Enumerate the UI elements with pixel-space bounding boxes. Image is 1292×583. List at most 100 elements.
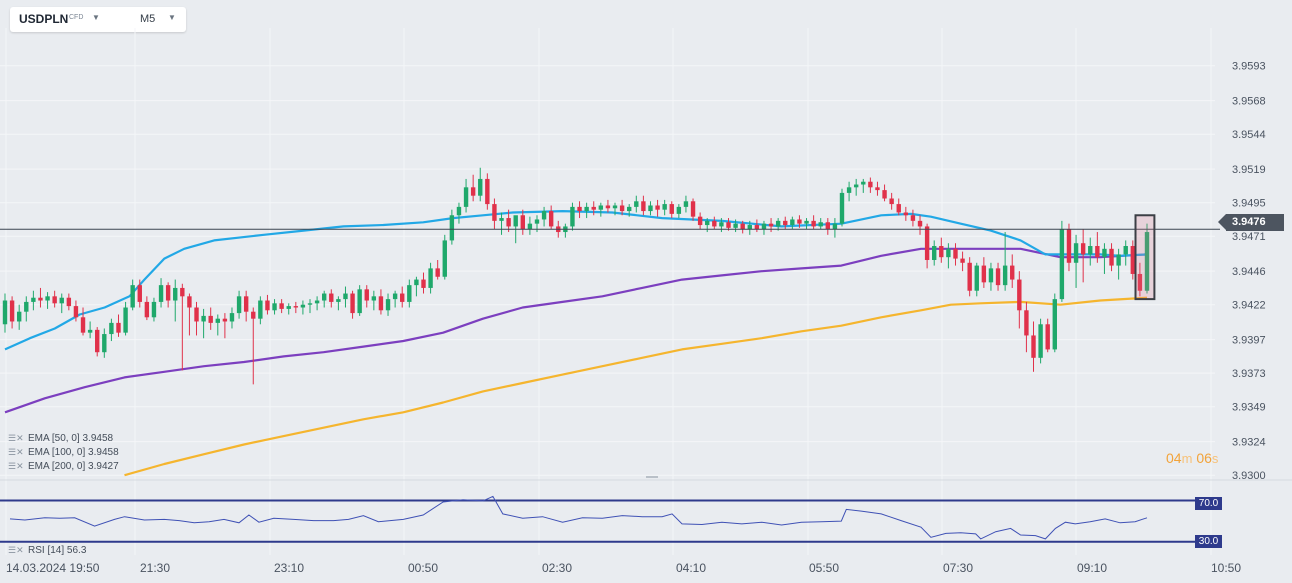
candle [605, 199, 611, 213]
candle [449, 209, 455, 245]
candle-body [825, 222, 831, 230]
candle-body [116, 322, 121, 333]
candle [123, 301, 128, 336]
candle-body [832, 223, 838, 230]
candle-body [307, 303, 313, 305]
candle [527, 216, 533, 235]
symbol-chevron-down-icon[interactable]: ▼ [92, 13, 100, 22]
candle-body [392, 293, 398, 300]
candle-body [470, 187, 476, 196]
candle-body [953, 248, 958, 259]
time-tick-label: 02:30 [542, 561, 572, 575]
candle [797, 215, 802, 228]
candle [357, 285, 362, 316]
candle-body [229, 313, 235, 322]
candle-body [1144, 232, 1150, 291]
candle-body [73, 306, 79, 318]
candle-body [343, 293, 348, 300]
candle-body [1024, 310, 1029, 336]
rsi-level-70-label: 70.0 [1195, 497, 1222, 510]
indicator-settings-icon[interactable]: ☰✕ [8, 545, 24, 555]
indicator-legend-rsi: ☰✕ RSI [14] 56.3 [8, 545, 86, 556]
symbol-name[interactable]: USDPLN [19, 12, 69, 26]
candle-body [215, 318, 220, 323]
candle [988, 262, 994, 291]
candle [407, 279, 412, 308]
candle [740, 220, 745, 234]
candle [421, 272, 426, 294]
candle [641, 195, 646, 216]
candle [577, 201, 582, 219]
candle [953, 243, 958, 266]
indicator-value: 3.9458 [88, 447, 119, 458]
candle-body [648, 205, 653, 212]
candle [690, 198, 696, 221]
candle [761, 220, 767, 235]
candle-body [286, 306, 291, 309]
candle [1024, 301, 1029, 353]
indicator-params: [14] [47, 545, 65, 556]
candle-body [591, 206, 596, 210]
candle-body [38, 297, 43, 301]
candle [236, 290, 242, 319]
candle-body [790, 219, 795, 226]
candle [414, 276, 419, 297]
candle [272, 299, 277, 315]
candle-body [662, 204, 667, 210]
candle [279, 299, 284, 314]
price-tick-label: 3.9471 [1232, 231, 1266, 243]
candle [52, 290, 57, 308]
candle-body [1031, 335, 1036, 358]
indicator-params: [50, 0] [51, 433, 80, 444]
candle [839, 188, 845, 227]
candle [939, 237, 944, 263]
candle-body [1130, 246, 1136, 274]
timeframe-selector[interactable]: M5 [140, 13, 156, 25]
candle-body [1017, 279, 1022, 311]
timeframe-chevron-down-icon[interactable]: ▼ [168, 13, 176, 22]
candle-body [80, 317, 86, 333]
candle-body [66, 297, 72, 307]
candle [747, 220, 752, 235]
indicator-legend-ema50: ☰✕ EMA [50, 0] 3.9458 [8, 433, 113, 444]
candle [87, 321, 93, 339]
candle [733, 219, 738, 233]
candle-body [329, 293, 334, 302]
candle [208, 307, 213, 330]
candle [371, 290, 377, 311]
candle [974, 262, 979, 297]
time-tick-label: 00:50 [408, 561, 438, 575]
candle-body [158, 285, 164, 302]
candle-body [1002, 265, 1008, 286]
time-tick-label: 05:50 [809, 561, 839, 575]
candle-body [818, 222, 823, 227]
candle-body [619, 205, 625, 212]
candle-body [917, 220, 923, 227]
candle [1088, 237, 1093, 266]
price-tick-label: 3.9519 [1232, 164, 1266, 176]
candle [1073, 234, 1079, 288]
candle [1066, 223, 1072, 272]
ema-200-series [124, 296, 1148, 477]
candle-body [960, 258, 965, 263]
candle [350, 290, 355, 319]
candle-body [492, 204, 497, 221]
candle [102, 328, 107, 358]
highlight-box [1134, 214, 1156, 301]
candle-body [1080, 243, 1086, 255]
indicator-settings-icon[interactable]: ☰✕ [8, 447, 24, 457]
price-tick-label: 3.9568 [1232, 96, 1266, 108]
candle-body [456, 206, 462, 216]
candle [343, 286, 348, 308]
candle [1109, 243, 1114, 272]
candle-body [1123, 246, 1128, 255]
candle-body [988, 268, 994, 283]
indicator-name: EMA [28, 461, 50, 472]
indicator-settings-icon[interactable]: ☰✕ [8, 433, 24, 443]
candle [116, 314, 121, 337]
candle [655, 199, 660, 217]
candle [364, 285, 369, 308]
indicator-settings-icon[interactable]: ☰✕ [8, 461, 24, 471]
candle [1116, 248, 1121, 280]
